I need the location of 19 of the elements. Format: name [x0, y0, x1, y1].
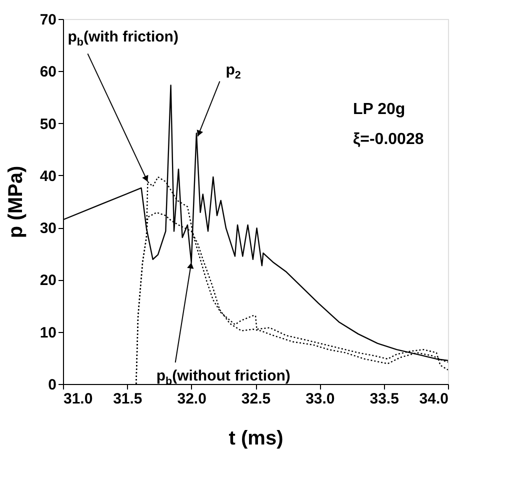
- y-tick-label: 0: [48, 376, 56, 394]
- y-tick-label: 60: [40, 64, 56, 81]
- y-tick-label: 30: [40, 220, 56, 238]
- x-tick-label: 34.0: [419, 390, 448, 408]
- x-tick-label: 33.5: [370, 390, 399, 408]
- y-tick-label: 40: [40, 168, 56, 185]
- annotation: ξ=-0.0028: [353, 131, 424, 148]
- x-tick-label: 31.5: [113, 390, 142, 408]
- y-tick-label: 10: [40, 324, 56, 342]
- y-tick-label: 20: [40, 272, 56, 290]
- y-tick-label: 50: [40, 116, 56, 133]
- y-tick-label: 70: [40, 12, 56, 28]
- annotation: LP 20g: [353, 101, 406, 118]
- x-axis-title: t (ms): [228, 428, 284, 450]
- x-tick-label: 32.0: [177, 390, 206, 408]
- x-tick-label: 31.0: [64, 390, 93, 408]
- x-tick-label: 33.0: [306, 390, 335, 408]
- y-axis-title: p (MPa): [4, 166, 27, 238]
- x-tick-label: 32.5: [241, 390, 271, 408]
